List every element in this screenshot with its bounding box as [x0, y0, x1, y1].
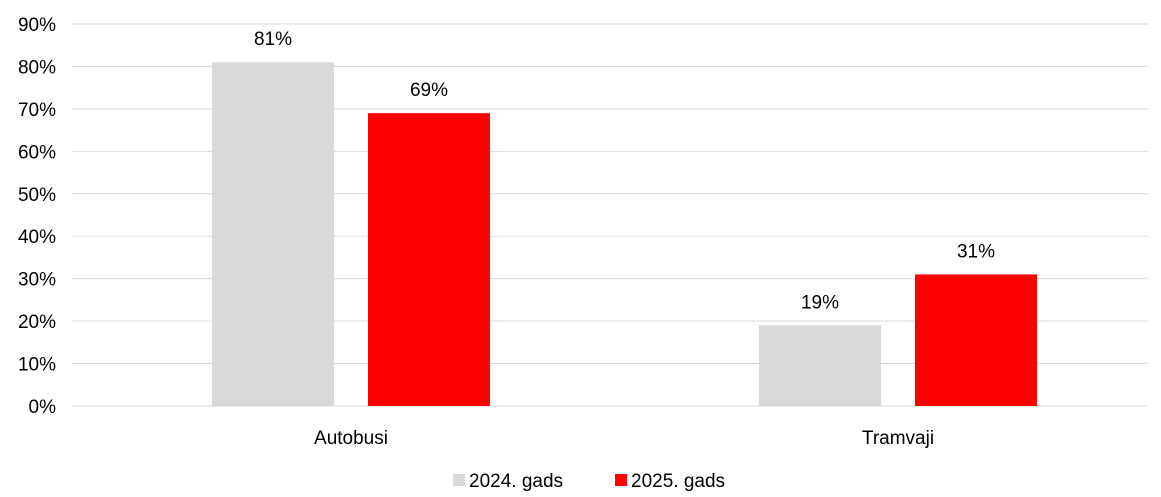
y-tick-label: 90% [18, 15, 56, 36]
legend: 2024. gads 2025. gads [453, 471, 725, 492]
x-category-label: Autobusi [314, 428, 388, 449]
y-tick-label: 60% [18, 142, 56, 163]
bar [368, 113, 490, 406]
data-label: 19% [801, 292, 839, 313]
bars [212, 62, 1037, 406]
data-labels: 81% 69% 19% 31% [254, 29, 995, 313]
y-axis-ticks: 0% 10% 20% 30% 40% 50% 60% 70% 80% 90% [18, 15, 56, 418]
y-tick-label: 0% [29, 397, 57, 418]
y-tick-label: 50% [18, 185, 56, 206]
y-tick-label: 30% [18, 270, 56, 291]
data-label: 69% [410, 80, 448, 101]
legend-swatch [615, 474, 627, 486]
legend-label: 2024. gads [469, 471, 563, 492]
y-tick-label: 20% [18, 312, 56, 333]
bar [759, 325, 881, 406]
y-tick-label: 70% [18, 100, 56, 121]
legend-swatch [453, 474, 465, 486]
data-label: 81% [254, 29, 292, 50]
y-tick-label: 10% [18, 355, 56, 376]
y-tick-label: 40% [18, 227, 56, 248]
data-label: 31% [957, 241, 995, 262]
legend-label: 2025. gads [631, 471, 725, 492]
bar [915, 274, 1037, 406]
x-category-label: Tramvaji [862, 428, 934, 449]
y-tick-label: 80% [18, 57, 56, 78]
bar [212, 62, 334, 406]
x-axis-categories: Autobusi Tramvaji [314, 428, 934, 449]
